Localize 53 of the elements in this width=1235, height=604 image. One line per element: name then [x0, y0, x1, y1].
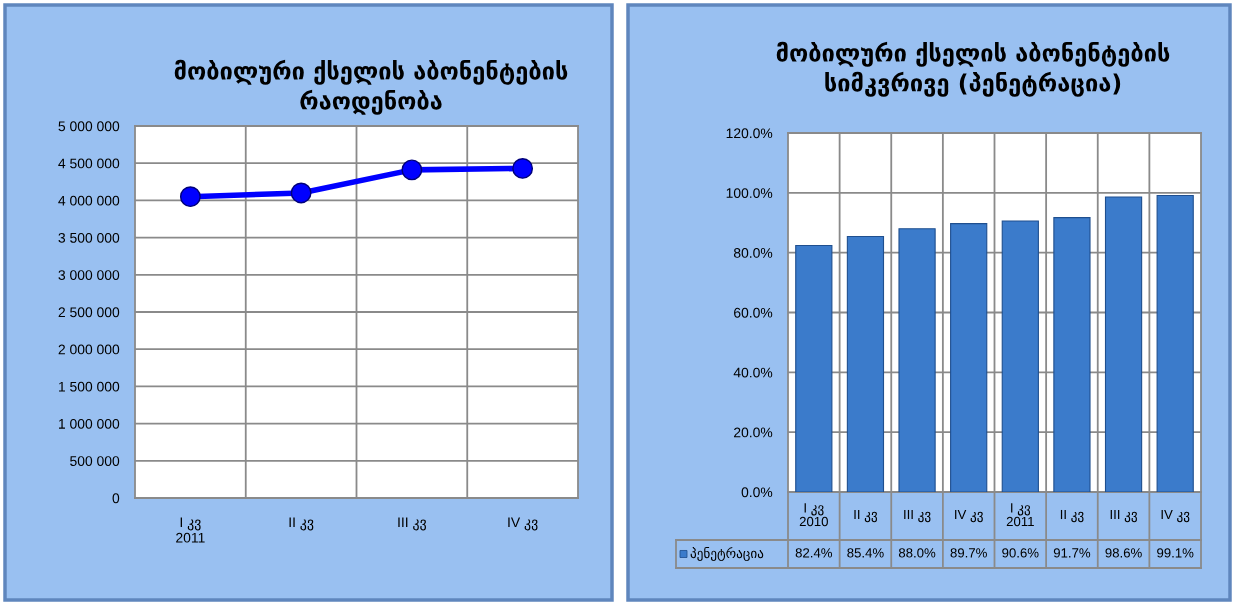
- y-tick-label: 100.0%: [726, 188, 773, 198]
- y-tick-label: 3 500 000: [58, 232, 120, 243]
- bar: [1104, 196, 1143, 492]
- x-tick-label: III კვ: [398, 517, 426, 531]
- data-label: 89.7%: [950, 548, 987, 558]
- x-tick-label: I კვ 2011: [1006, 503, 1034, 527]
- x-tick-label: IV კვ: [955, 509, 983, 523]
- y-tick-label: 2 500 000: [58, 307, 120, 318]
- x-tick-label: II კვ: [854, 509, 877, 523]
- y-tick-label: 80.0%: [733, 248, 773, 258]
- bar: [846, 235, 885, 492]
- x-tick-label: I კვ 2010: [799, 503, 828, 527]
- data-label: 85.4%: [847, 548, 884, 558]
- y-tick-label: 40.0%: [733, 367, 773, 378]
- y-tick-label: 1 500 000: [59, 381, 120, 392]
- point: [401, 159, 423, 181]
- bar: [1156, 194, 1194, 492]
- bar: [898, 228, 936, 492]
- y-tick-label: 500 000: [70, 456, 120, 466]
- x-tick-label: IV კვ: [1161, 509, 1190, 523]
- y-tick-label: 5 000 000: [58, 121, 120, 132]
- point: [179, 186, 201, 208]
- x-tick-label: II კვ: [289, 517, 314, 531]
- x-tick-label: I კვ 2011: [176, 517, 205, 543]
- bar: [795, 244, 833, 492]
- y-tick-label: 2 000 000: [58, 344, 120, 355]
- legend-label: პენეტრაცია: [690, 546, 764, 562]
- x-tick-label: IV კვ: [508, 517, 538, 531]
- point: [290, 182, 312, 204]
- bar: [1053, 217, 1091, 492]
- data-label: 98.6%: [1105, 548, 1142, 558]
- x-tick-label: III კვ: [1110, 509, 1137, 523]
- chart-title: მობილური ქსელის აბონენტების რაოდენობა: [174, 59, 568, 115]
- y-tick-label: 0.0%: [741, 487, 773, 498]
- chart-title: მობილური ქსელის აბონენტების სიმკვრივე (პენეტრაცია): [776, 41, 1170, 97]
- x-tick-label: II კვ: [1060, 509, 1084, 523]
- y-tick-label: 0: [112, 493, 120, 504]
- data-label: 91.7%: [1053, 548, 1091, 558]
- y-tick-label: 1 000 000: [59, 418, 120, 429]
- data-label: 90.6%: [1002, 548, 1039, 558]
- y-tick-label: 20.0%: [734, 427, 773, 438]
- data-label: 99.1%: [1157, 548, 1194, 558]
- y-tick-label: 60.0%: [734, 307, 773, 318]
- bar: [950, 223, 988, 492]
- data-label: 82.4%: [795, 548, 833, 558]
- y-tick-label: 4 000 000: [58, 195, 120, 206]
- y-tick-label: 120.0%: [726, 128, 773, 139]
- data-label: 88.0%: [898, 548, 936, 558]
- y-tick-label: 3 000 000: [58, 270, 120, 280]
- bar: [1001, 220, 1039, 492]
- point: [512, 157, 534, 179]
- y-tick-label: 4 500 000: [58, 158, 120, 169]
- x-tick-label: III კვ: [904, 509, 931, 523]
